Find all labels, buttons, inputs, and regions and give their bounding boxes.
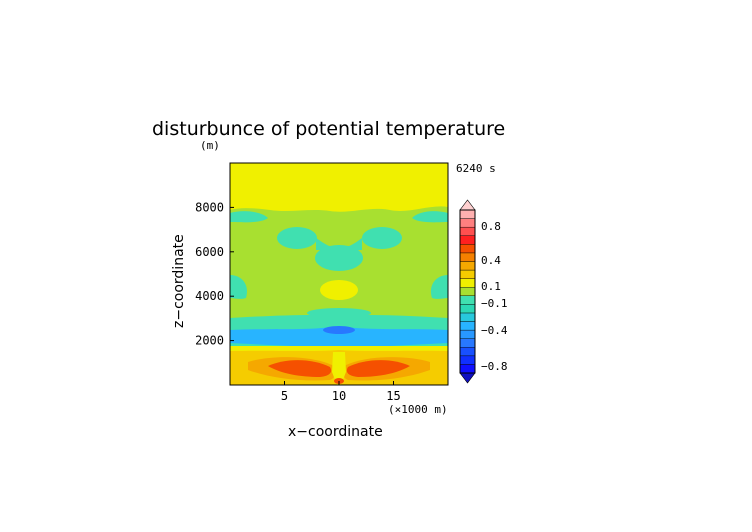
colorbar-swatch [459,304,476,314]
x-tick-label: 10 [332,389,346,403]
y-tick-label: 6000 [195,245,224,259]
colorbar-swatch [459,338,476,348]
cool-blob-left [277,227,317,249]
colorbar: 0.8 0.4 0.1 −0.1 −0.4 −0.8 [459,199,508,384]
left-edge-patch [230,275,248,299]
warm-blob-center [320,280,358,300]
colorbar-upper-extend [459,199,476,211]
x-axis-label: x−coordinate [288,424,383,440]
colorbar-swatch [459,209,476,219]
y-axis: 2000 4000 6000 8000 [195,200,234,348]
colorbar-swatch [459,295,476,305]
colorbar-swatch [459,252,476,262]
colorbar-swatch [459,278,476,288]
cool-blob-right [362,227,402,249]
colorbar-label: 0.8 [481,220,501,233]
time-label: 6240 s [456,162,496,175]
cool-blob-center [315,245,363,271]
y-tick-label: 4000 [195,289,224,303]
colorbar-frame [459,209,476,374]
colorbar-label: 0.4 [481,254,501,267]
colorbar-swatch [459,226,476,236]
y-tick-label: 2000 [195,334,224,348]
hot-lobe-right [346,360,410,377]
colorbar-label: −0.4 [481,324,508,337]
colorbar-swatch [459,364,476,374]
colorbar-swatch [459,329,476,339]
colorbar-swatch [459,235,476,245]
plot-area [229,162,449,386]
colorbar-swatch [459,244,476,254]
right-edge-patch [430,275,448,299]
colorbar-swatch [459,218,476,228]
left-cool-patch [230,211,268,223]
x-tick-label: 15 [386,389,400,403]
chart-title: disturbunce of potential temperature [152,118,505,140]
colorbar-swatch [459,261,476,271]
center-column [332,352,346,385]
upper-warm-layer [230,163,448,212]
colorbar-swatch [459,355,476,365]
y-axis-unit: (m) [200,139,220,152]
y-tick-label: 8000 [195,200,224,214]
cool-neck-center [316,238,362,250]
lower-warm-top [230,346,448,351]
colorbar-label: −0.8 [481,360,508,373]
colorbar-label: 0.1 [481,280,501,293]
x-axis: 5 10 15 [281,381,401,403]
hot-lobe-left [268,360,332,377]
colorbar-swatch [459,347,476,357]
colorbar-swatch [459,269,476,279]
x-axis-unit: (×1000 m) [388,403,448,416]
colorbar-lower-extend [459,372,476,384]
colorbar-swatch [459,321,476,331]
x-tick-label: 5 [281,389,288,403]
colorbar-swatch [459,287,476,296]
cold-band [230,326,448,348]
colorbar-label: −0.1 [481,297,508,310]
colorbar-swatch [459,312,476,322]
cold-core [323,326,355,334]
right-cool-patch [412,211,448,223]
y-axis-label: z−coordinate [171,234,187,328]
